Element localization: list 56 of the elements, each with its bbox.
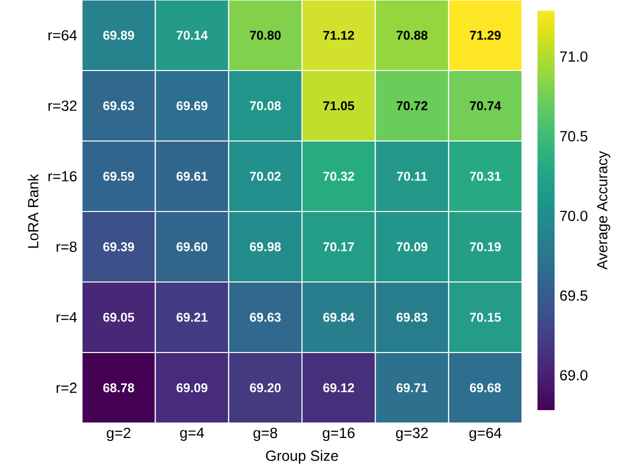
x-tick-label: g=4	[180, 428, 204, 441]
data-label: 69.09	[176, 383, 208, 392]
data-label: 69.61	[176, 172, 208, 181]
color-bar-title: Average Accuracy	[597, 150, 610, 270]
data-label: 69.83	[396, 312, 428, 322]
x-tick-label: g=16	[322, 428, 355, 441]
data-label: 70.09	[396, 242, 428, 252]
data-label: 69.68	[470, 383, 501, 392]
data-label: 70.17	[323, 242, 354, 252]
data-label: 69.39	[103, 242, 134, 252]
data-label: 70.15	[470, 312, 501, 322]
data-label: 69.59	[103, 172, 134, 181]
color-bar-label: 71.0	[560, 51, 588, 62]
data-label: 69.12	[323, 383, 354, 392]
y-tick-label: r=8	[56, 242, 77, 252]
data-label: 71.29	[470, 30, 501, 40]
color-bar-label: 69.0	[560, 370, 588, 380]
x-tick-label: g=2	[106, 428, 130, 441]
data-label: 69.98	[250, 242, 281, 252]
data-label: 70.88	[396, 30, 428, 40]
data-label: 68.78	[103, 383, 134, 392]
data-label: 70.19	[470, 242, 501, 252]
data-label: 69.05	[103, 312, 134, 322]
data-label: 69.84	[323, 312, 354, 322]
data-label: 70.80	[250, 30, 281, 40]
data-label: 70.14	[176, 30, 208, 40]
y-tick-label: r=32	[48, 100, 77, 111]
x-tick-label: g=64	[469, 428, 502, 441]
data-label: 70.11	[397, 172, 428, 181]
color-bar-label: 70.5	[560, 131, 588, 142]
data-label: 69.21	[176, 312, 208, 322]
data-label: 69.71	[396, 383, 428, 392]
data-label: 70.31	[470, 172, 501, 181]
color-bar-label: 69.5	[560, 290, 588, 301]
data-label: 69.20	[250, 383, 281, 392]
data-label: 69.89	[103, 30, 134, 40]
data-label: 69.60	[176, 242, 208, 252]
data-label: 70.74	[470, 101, 502, 110]
color-bar-label: 70.0	[560, 210, 588, 222]
x-tick-label: g=8	[254, 428, 278, 441]
data-label: 69.63	[250, 312, 281, 322]
data-label: 70.08	[250, 101, 281, 110]
data-label: 71.12	[323, 30, 354, 40]
y-tick-label: r=16	[48, 171, 77, 182]
x-tick-label: g=32	[396, 428, 428, 441]
data-label: 70.32	[323, 172, 354, 181]
y-axis-title: LoRA Rank	[28, 174, 38, 248]
y-tick-label: r=2	[56, 382, 77, 393]
data-label: 69.63	[103, 101, 134, 110]
data-label: 69.69	[176, 101, 208, 110]
data-label: 71.05	[323, 101, 354, 110]
data-label: 70.72	[396, 101, 428, 110]
data-label: 70.02	[250, 172, 281, 181]
y-tick-label: r=64	[48, 30, 77, 40]
x-axis-title: Group Size	[266, 450, 338, 464]
y-tick-label: r=4	[56, 312, 77, 322]
